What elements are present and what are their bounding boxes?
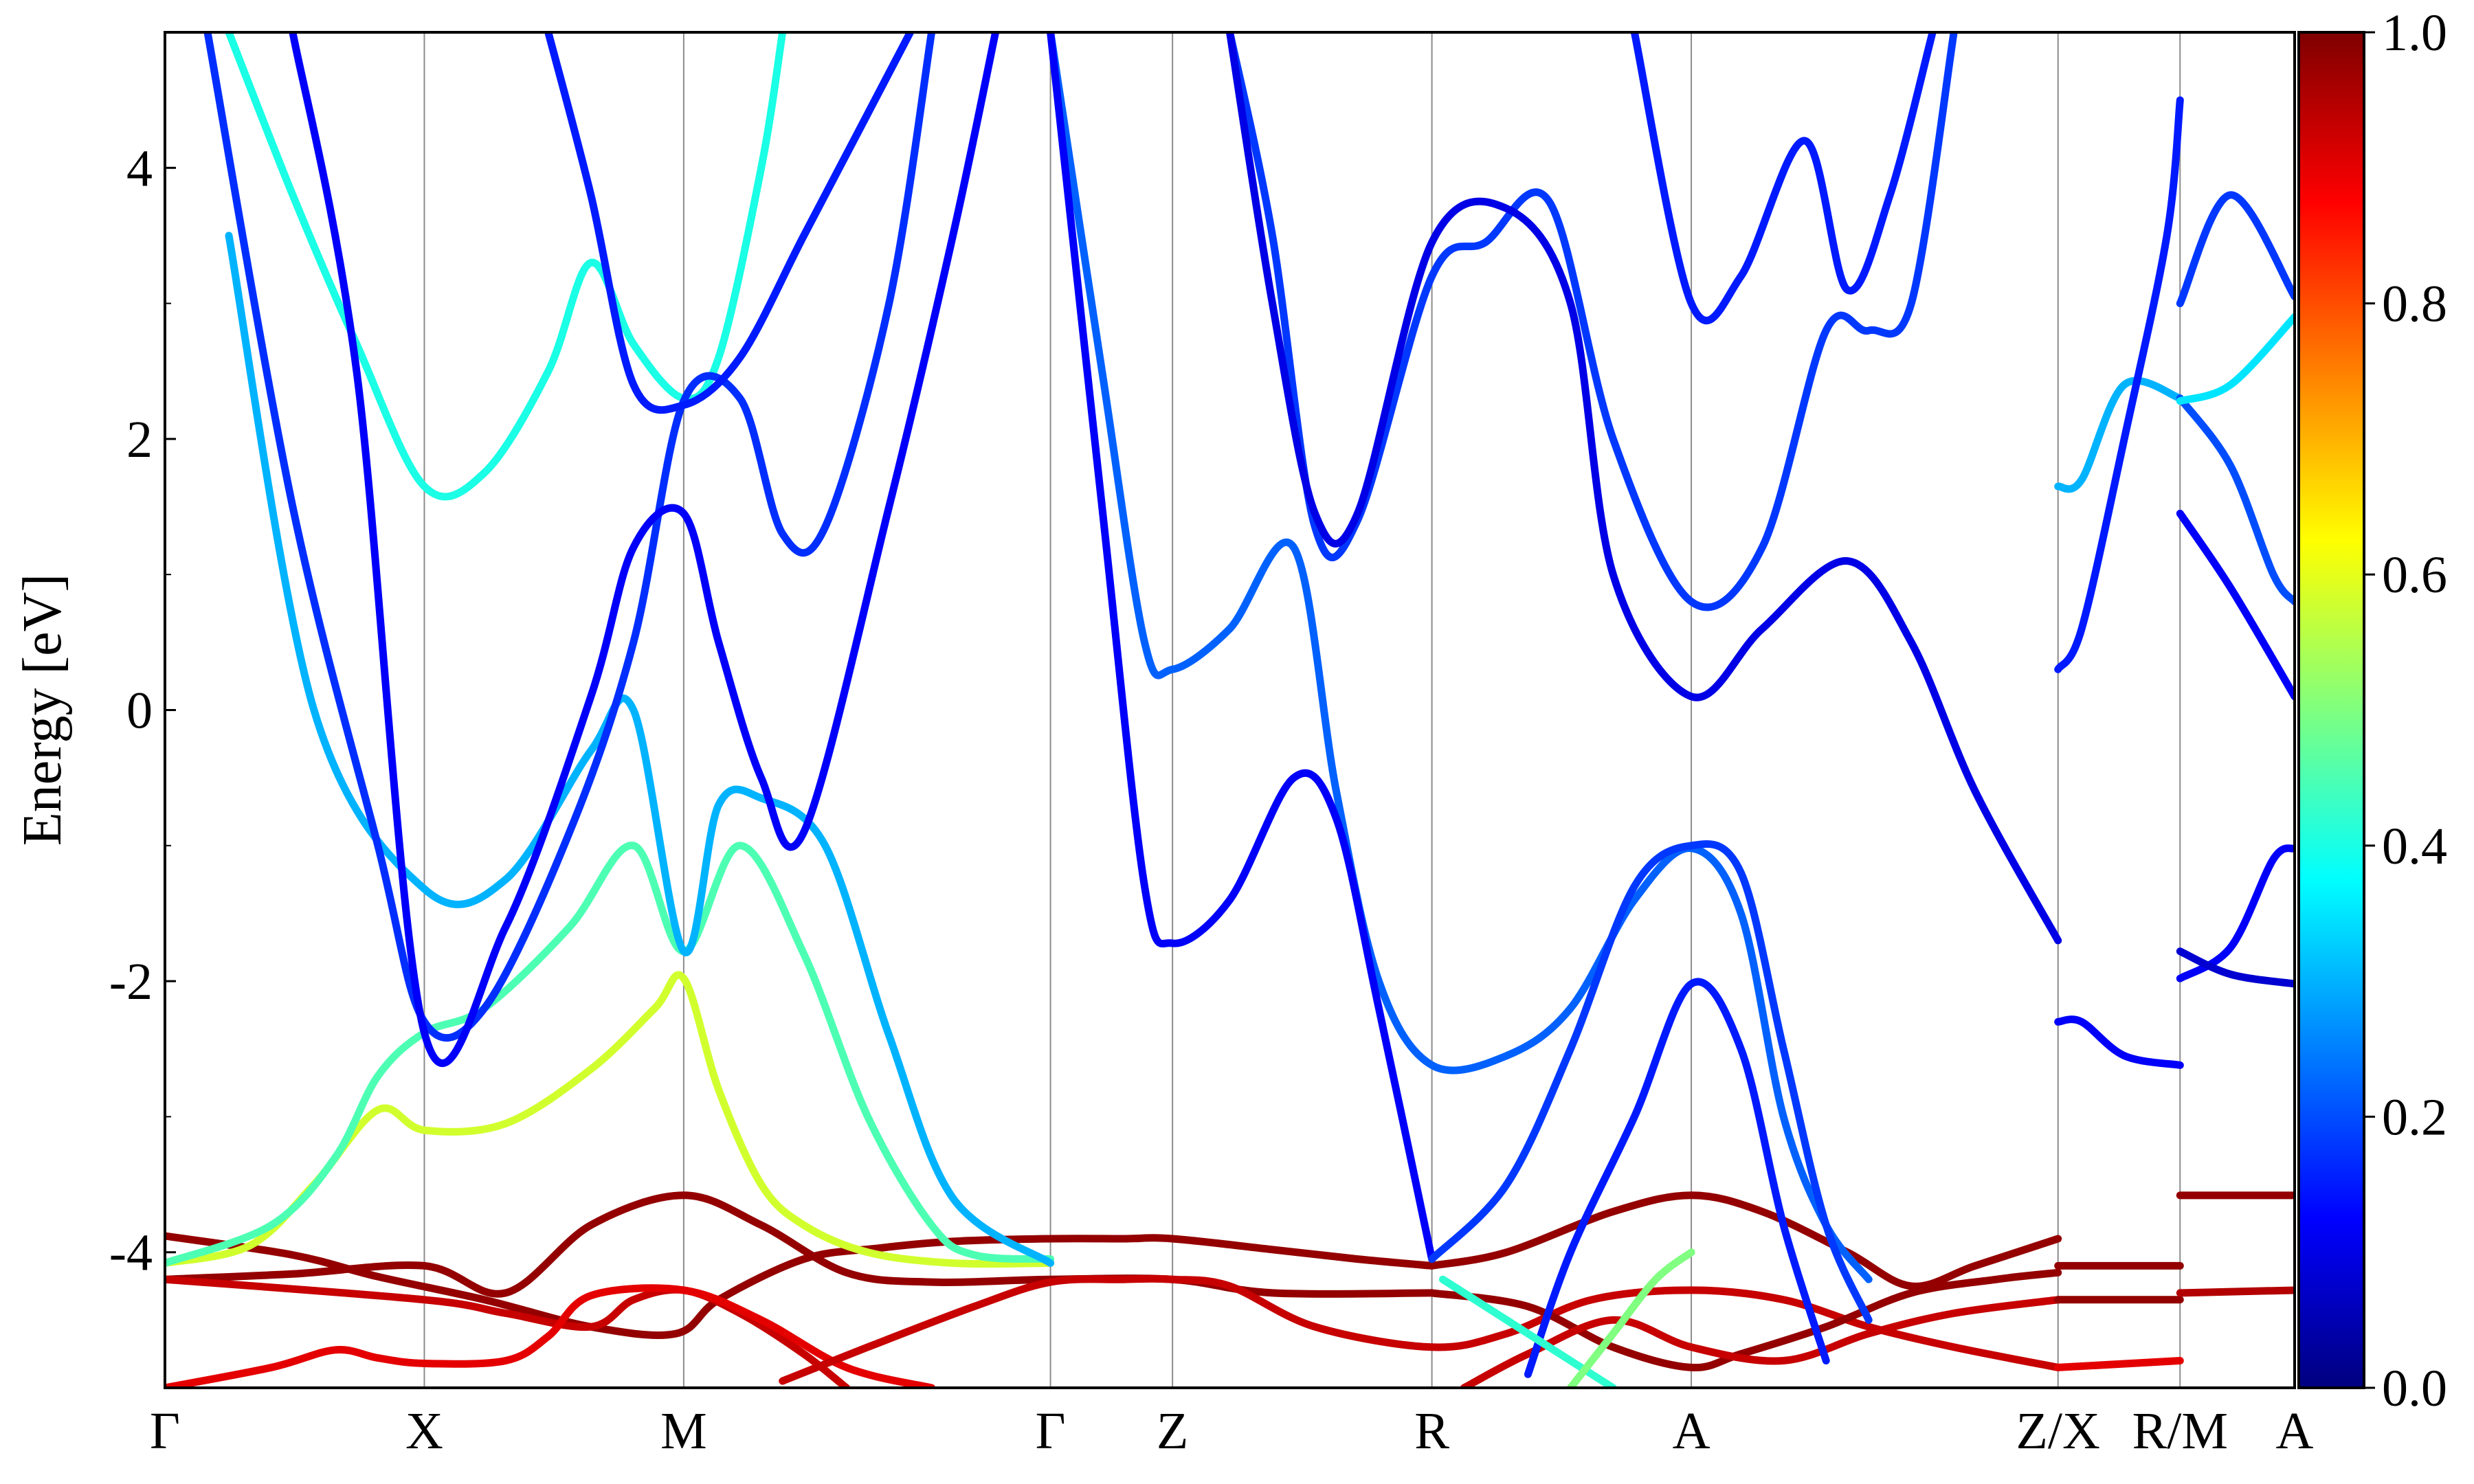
band-line-15 <box>225 32 787 501</box>
band-line-28 <box>1630 32 1937 325</box>
band-line-24 <box>1428 840 1873 1324</box>
x-tick-label-8: R/M <box>2132 1402 2228 1460</box>
x-tick-label-1: X <box>405 1402 443 1460</box>
band-line-18 <box>289 32 1000 1067</box>
y-axis-label: Energy [eV] <box>12 574 73 846</box>
band-line-35 <box>2176 191 2295 308</box>
colorbar-gradient <box>2297 31 2365 1389</box>
band-line-12 <box>2176 1286 2295 1297</box>
x-tick-label-5: R <box>1414 1402 1449 1460</box>
band-line-22 <box>1226 32 1958 611</box>
band-line-34 <box>2176 313 2295 405</box>
band-line-36 <box>2176 844 2295 982</box>
band-line-29 <box>2054 376 2184 493</box>
band-line-10 <box>2054 1357 2184 1371</box>
band-line-37 <box>2176 947 2295 988</box>
y-tick-label-3: 2 <box>126 411 153 469</box>
colorbar-ticks: 0.0 0.2 0.4 0.6 0.8 1.0 <box>2364 4 2447 1417</box>
y-tick-label-4: 4 <box>126 139 153 197</box>
band-line-16 <box>225 232 1055 1267</box>
band-line-5 <box>1428 1191 2062 1290</box>
colorbar: 0.0 0.2 0.4 0.6 0.8 1.0 <box>2297 4 2447 1417</box>
x-tick-label-0: Γ <box>150 1402 180 1460</box>
colorbar-tick-label-4: 0.8 <box>2382 276 2447 333</box>
band-line-33 <box>2176 394 2295 606</box>
band-line-4 <box>779 1274 2062 1385</box>
band-line-25 <box>1524 978 1830 1378</box>
band-line-26 <box>1438 1275 1617 1388</box>
band-line-32 <box>2176 509 2295 701</box>
band-line-17 <box>203 32 936 1042</box>
colorbar-tick-label-5: 1.0 <box>2382 4 2447 62</box>
y-tick-label-1: -2 <box>109 953 153 1011</box>
plot-frame <box>164 31 2296 1389</box>
band-line-21 <box>1047 32 1436 1263</box>
colorbar-tick-label-1: 0.2 <box>2382 1088 2447 1146</box>
x-tick-label-6: A <box>1673 1402 1710 1460</box>
x-tick-label-3: Γ <box>1036 1402 1066 1460</box>
x-tick-label-9: A <box>2276 1402 2314 1460</box>
band-line-20 <box>1047 32 1873 1283</box>
colorbar-tick-label-0: 0.0 <box>2382 1360 2447 1417</box>
colorbar-tick-label-2: 0.4 <box>2382 818 2447 875</box>
y-axis-ticks: -4 -2 0 2 4 <box>109 32 176 1389</box>
band-line-2 <box>165 1275 851 1388</box>
x-axis-ticks: Γ X M Γ Z R A Z/X R/M A <box>150 1402 2314 1460</box>
y-tick-label-2: 0 <box>126 682 153 740</box>
band-line-3 <box>165 1284 936 1388</box>
band-line-30 <box>2054 1015 2184 1069</box>
x-tick-label-2: M <box>660 1402 707 1460</box>
band-lines <box>165 32 2295 1388</box>
colorbar-tick-label-3: 0.6 <box>2382 546 2447 604</box>
high-symmetry-lines <box>423 32 2181 1388</box>
band-line-23 <box>1226 32 2062 945</box>
x-tick-label-7: Z/X <box>2016 1402 2099 1460</box>
band-line-27 <box>1566 1248 1695 1388</box>
y-tick-label-0: -4 <box>109 1224 153 1282</box>
band-line-14 <box>165 842 1055 1267</box>
band-line-31 <box>2054 96 2184 673</box>
x-tick-label-4: Z <box>1157 1402 1188 1460</box>
band-line-19 <box>544 32 915 414</box>
